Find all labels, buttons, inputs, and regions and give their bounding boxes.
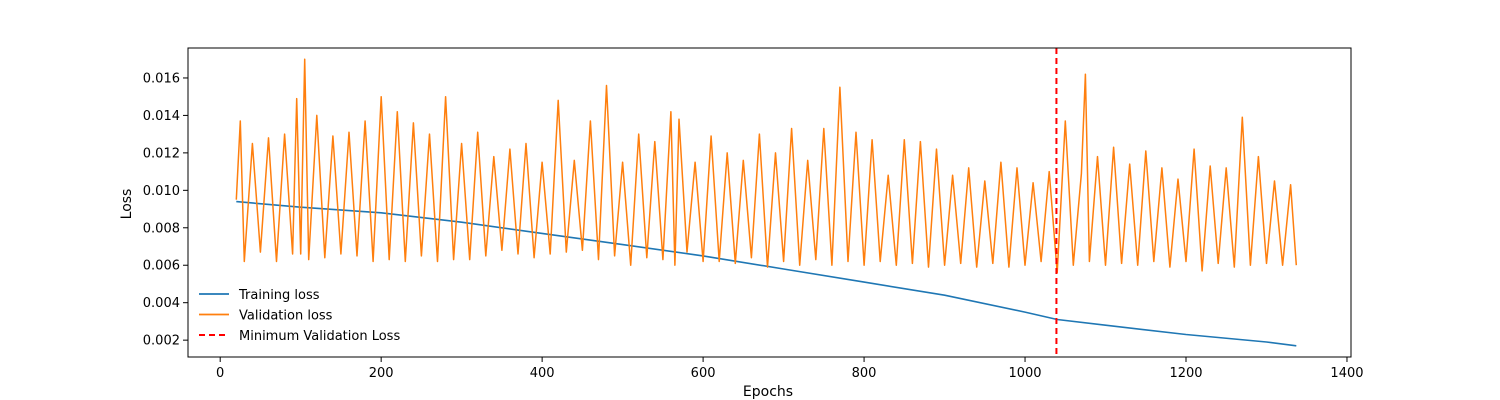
y-tick-label: 0.002 xyxy=(143,334,180,349)
legend-label: Validation loss xyxy=(239,309,333,324)
y-tick-label: 0.012 xyxy=(143,146,180,161)
y-tick-label: 0.004 xyxy=(143,296,180,311)
x-tick-label: 1200 xyxy=(1169,366,1202,381)
plot-frame xyxy=(187,47,1352,358)
y-tick-label: 0.008 xyxy=(143,221,180,236)
y-tick-label: 0.016 xyxy=(143,71,180,86)
y-tick-label: 0.006 xyxy=(143,259,180,274)
plot-area xyxy=(187,47,1352,358)
x-tick-label: 1400 xyxy=(1330,366,1363,381)
x-tick-label: 1000 xyxy=(1008,366,1041,381)
validation-loss-line xyxy=(235,58,1298,274)
x-tick-label: 800 xyxy=(852,366,877,381)
x-tick-label: 600 xyxy=(691,366,716,381)
y-axis: 0.002 0.004 0.006 0.008 0.010 0.012 0.014 0.016 xyxy=(143,71,188,349)
training-loss-line xyxy=(236,200,1297,347)
series-group xyxy=(235,48,1298,357)
legend: Training loss Validation loss Minimum Vali… xyxy=(199,288,400,344)
y-axis-label: Loss xyxy=(119,189,135,220)
x-axis: 0 200 400 600 800 1000 1200 1400 xyxy=(216,357,1364,381)
x-tick-label: 200 xyxy=(369,366,394,381)
legend-label: Training loss xyxy=(238,288,320,303)
x-tick-label: 400 xyxy=(530,366,555,381)
x-tick-label: 0 xyxy=(216,366,224,381)
y-tick-label: 0.010 xyxy=(143,184,180,199)
x-axis-label: Epochs xyxy=(743,384,793,400)
y-tick-label: 0.014 xyxy=(143,109,180,124)
legend-label: Minimum Validation Loss xyxy=(239,329,400,344)
